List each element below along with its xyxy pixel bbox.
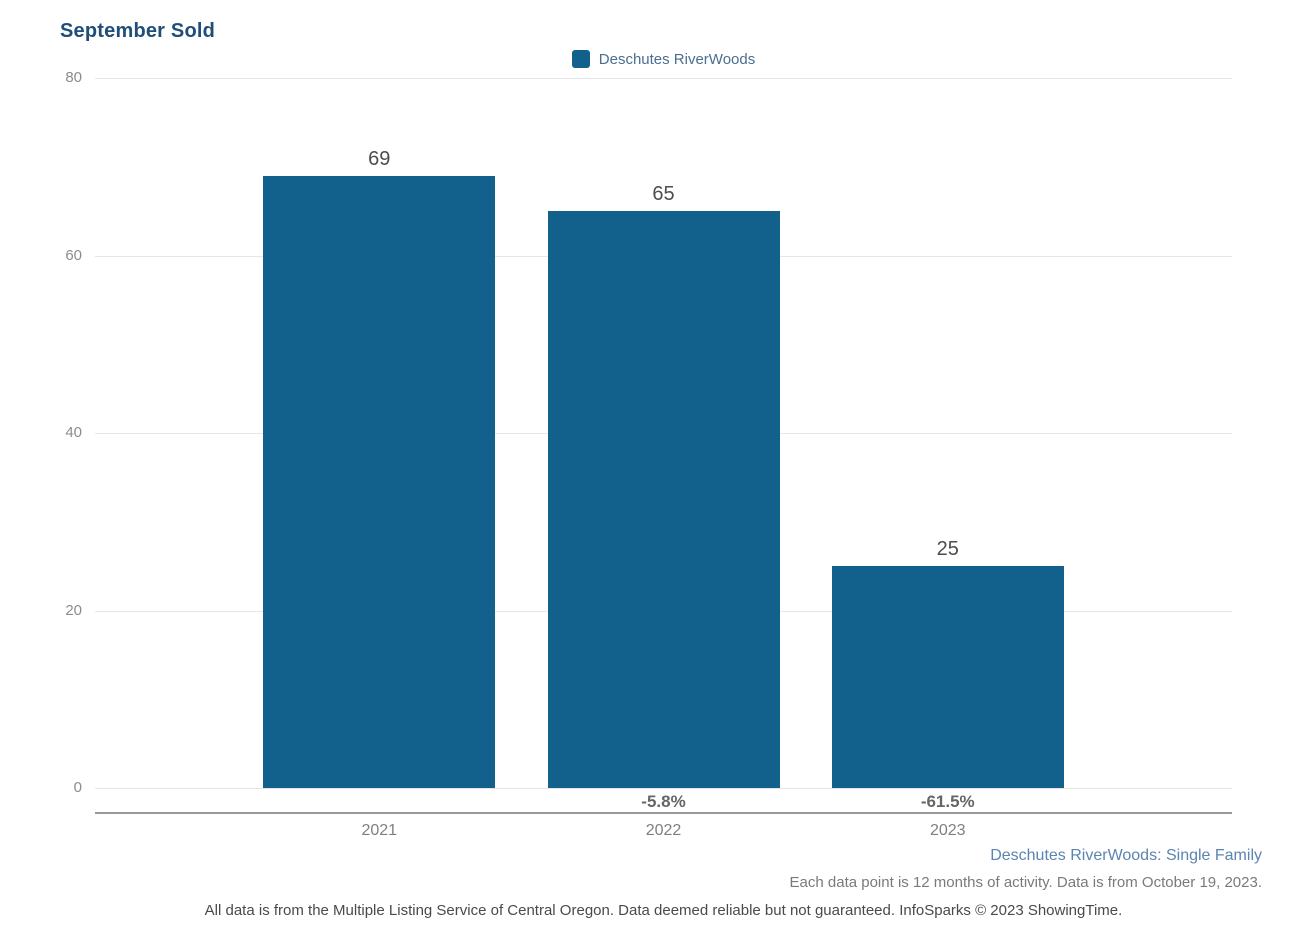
gridline-y-80 xyxy=(95,78,1232,79)
legend-series-label[interactable]: Deschutes RiverWoods xyxy=(598,50,756,68)
pct-change-label-2022: -5.8% xyxy=(641,792,686,811)
bar-2022[interactable] xyxy=(547,211,780,788)
y-axis-tick-label: 60 xyxy=(65,246,82,264)
x-axis-category-label-2021: 2021 xyxy=(361,822,398,839)
bar-value-label-2023: 25 xyxy=(936,538,959,561)
chart-title: September Sold xyxy=(60,20,216,42)
disclaimer: All data is from the Multiple Listing Se… xyxy=(204,902,1123,919)
y-axis-tick-label: 0 xyxy=(73,779,82,796)
y-axis-tick-label: 80 xyxy=(65,69,82,86)
gridline-y-0 xyxy=(95,788,1232,789)
data-note: Each data point is 12 months of activity… xyxy=(789,874,1262,891)
pct-change-label-2023: -61.5% xyxy=(920,792,975,811)
y-axis-tick-label: 20 xyxy=(65,601,82,619)
x-axis-category-label-2023: 2023 xyxy=(929,822,966,839)
y-axis-tick-label: 40 xyxy=(65,424,82,441)
legend: Deschutes RiverWoods xyxy=(95,50,1232,68)
bar-value-label-2022: 65 xyxy=(652,183,675,206)
x-axis-line xyxy=(95,812,1232,814)
bar-2023[interactable] xyxy=(831,566,1064,788)
bar-2021[interactable] xyxy=(263,175,496,788)
plot-area: 69 65 25 xyxy=(95,78,1232,789)
bar-value-label-2021: 69 xyxy=(368,147,391,170)
legend-swatch-icon[interactable] xyxy=(571,50,590,68)
x-axis-category-label-2022: 2022 xyxy=(645,822,682,839)
series-caption: Deschutes RiverWoods: Single Family xyxy=(990,847,1262,864)
